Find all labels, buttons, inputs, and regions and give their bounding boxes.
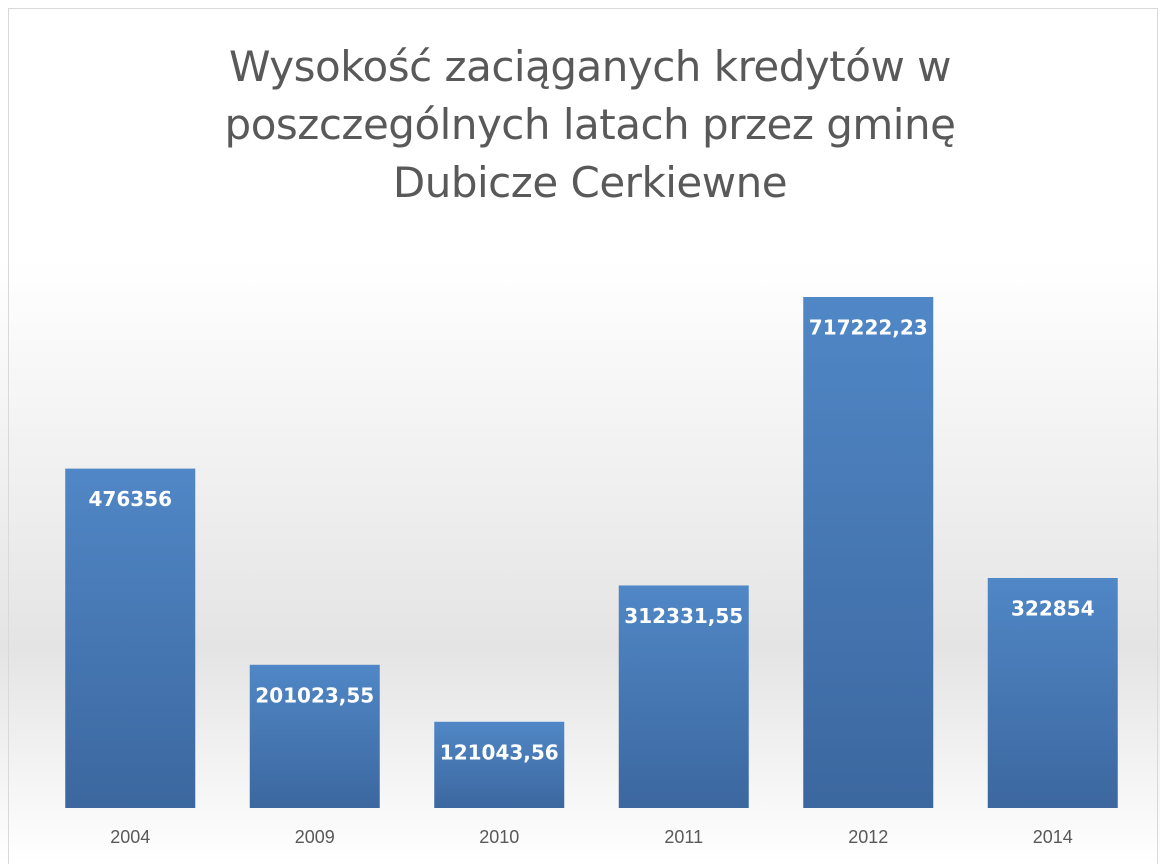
x-tick-label: 2009	[295, 827, 335, 847]
x-tick-label: 2010	[479, 827, 519, 847]
bar	[803, 297, 934, 808]
bar	[434, 721, 565, 808]
bar	[618, 585, 749, 808]
data-label: 121043,56	[440, 740, 559, 764]
data-label: 312331,55	[624, 604, 743, 628]
chart-border	[8, 8, 1158, 864]
x-tick-label: 2012	[848, 827, 888, 847]
x-tick-label: 2011	[664, 827, 703, 847]
data-label: 201023,55	[255, 683, 374, 707]
x-tick-label: 2014	[1033, 827, 1073, 847]
x-tick-label: 2004	[110, 827, 150, 847]
chart-title: Wysokość zaciąganych kredytów w poszczeg…	[224, 42, 956, 207]
bar	[987, 577, 1118, 808]
bar	[65, 468, 196, 808]
data-label: 322854	[1011, 596, 1095, 620]
data-label: 476356	[89, 487, 173, 511]
data-label: 717222,23	[809, 316, 928, 340]
bar	[249, 664, 380, 808]
